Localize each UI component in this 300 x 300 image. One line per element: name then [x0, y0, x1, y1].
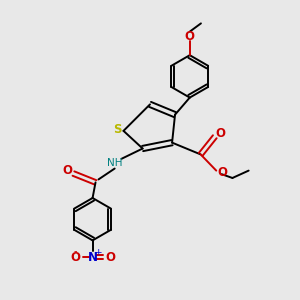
Text: -: -	[73, 246, 77, 256]
Text: NH: NH	[107, 158, 122, 168]
Text: O: O	[105, 251, 115, 264]
Text: O: O	[70, 251, 80, 264]
Text: S: S	[113, 123, 121, 136]
Text: O: O	[62, 164, 72, 177]
Text: +: +	[94, 248, 102, 257]
Text: O: O	[185, 29, 195, 43]
Text: O: O	[218, 166, 228, 178]
Text: O: O	[216, 127, 226, 140]
Text: N: N	[88, 251, 98, 264]
